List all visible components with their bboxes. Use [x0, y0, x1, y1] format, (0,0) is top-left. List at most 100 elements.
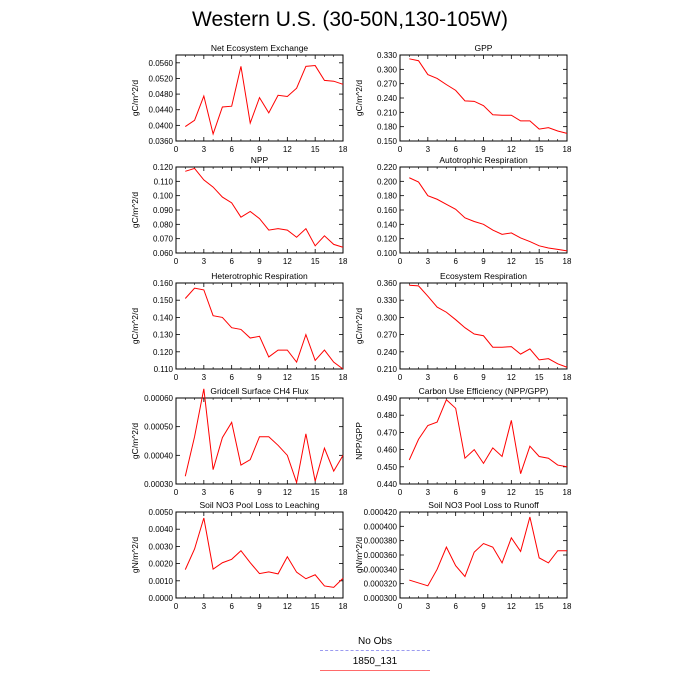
x-tick-label: 3: [426, 488, 431, 497]
y-tick-label: 0.000320: [364, 580, 398, 589]
y-tick-label: 0.150: [377, 137, 398, 146]
x-tick-label: 18: [563, 488, 572, 497]
y-tick-label: 0.00060: [144, 394, 173, 403]
panel-title: Carbon Use Efficiency (NPP/GPP): [419, 386, 549, 396]
y-tick-label: 0.0440: [149, 106, 174, 115]
y-tick-label: 0.120: [377, 235, 398, 244]
y-tick-label: 0.0050: [149, 508, 174, 517]
y-tick-label: 0.080: [153, 220, 174, 229]
x-tick-label: 12: [283, 488, 292, 497]
y-tick-label: 0.460: [377, 446, 398, 455]
x-tick-label: 12: [507, 257, 516, 266]
x-tick-label: 3: [426, 602, 431, 611]
series-line: [184, 388, 344, 485]
y-axis-label: gC/m^2/d: [130, 80, 140, 116]
y-tick-label: 0.000400: [364, 522, 398, 531]
y-axis-label: gC/m^2/d: [354, 80, 364, 116]
x-tick-label: 15: [535, 602, 544, 611]
x-tick-label: 0: [174, 145, 179, 154]
x-tick-label: 18: [339, 488, 348, 497]
panel-carbon-use-efficiency-npp-gpp: Carbon Use Efficiency (NPP/GPP) 0 3 6 9 12 15 1…: [354, 386, 572, 497]
x-tick-label: 6: [229, 602, 234, 611]
panel-title: NPP: [251, 155, 269, 165]
x-tick-label: 6: [229, 373, 234, 382]
x-tick-label: 6: [453, 602, 458, 611]
y-tick-label: 0.070: [153, 235, 174, 244]
x-tick-label: 0: [398, 373, 403, 382]
y-tick-label: 0.060: [153, 249, 174, 258]
x-tick-label: 0: [398, 602, 403, 611]
x-tick-label: 0: [174, 488, 179, 497]
panel-soil-no3-pool-loss-to-runoff: Soil NO3 Pool Loss to Runoff 0 3 6 9 12 15 18 0.…: [354, 500, 572, 611]
y-axis-label: NPP/GPP: [354, 422, 364, 460]
x-tick-label: 12: [507, 373, 516, 382]
series-line: [185, 167, 344, 248]
plot-frame: [399, 397, 568, 485]
panel-net-ecosystem-exchange: Net Ecosystem Exchange 0 3 6 9 12 15 18 0.0360 0.…: [130, 43, 348, 154]
y-axis-label: gN/m^2/d: [354, 537, 364, 573]
x-tick-label: 18: [563, 602, 572, 611]
x-tick-label: 9: [257, 145, 262, 154]
x-tick-label: 18: [339, 602, 348, 611]
x-tick-label: 3: [426, 145, 431, 154]
legend-line-no-obs: [320, 650, 430, 651]
y-tick-label: 0.300: [377, 65, 398, 74]
panel-title: Ecosystem Respiration: [440, 271, 527, 281]
y-tick-label: 0.330: [377, 51, 398, 60]
x-tick-label: 12: [283, 257, 292, 266]
y-tick-label: 0.150: [153, 296, 174, 305]
series-line: [409, 284, 568, 368]
series-line: [185, 65, 344, 136]
y-tick-label: 0.000300: [364, 594, 398, 603]
y-tick-label: 0.000340: [364, 565, 398, 574]
y-tick-label: 0.0040: [149, 525, 174, 534]
y-tick-label: 0.0520: [149, 74, 174, 83]
series-line: [409, 177, 568, 252]
x-tick-label: 18: [563, 257, 572, 266]
x-tick-label: 0: [398, 257, 403, 266]
y-tick-label: 0.110: [154, 365, 174, 374]
x-tick-label: 15: [535, 373, 544, 382]
x-tick-label: 15: [311, 488, 320, 497]
x-tick-label: 3: [202, 602, 207, 611]
y-axis-label: gC/m^2/d: [130, 192, 140, 228]
x-tick-label: 18: [339, 257, 348, 266]
x-tick-label: 15: [311, 145, 320, 154]
y-tick-label: 0.300: [377, 313, 398, 322]
x-tick-label: 9: [481, 145, 486, 154]
main-title: Western U.S. (30-50N,130-105W): [192, 8, 508, 31]
x-tick-label: 9: [257, 373, 262, 382]
panel-title: Net Ecosystem Exchange: [211, 43, 309, 53]
y-tick-label: 0.110: [154, 177, 174, 186]
x-tick-label: 6: [453, 488, 458, 497]
series-line: [184, 287, 344, 370]
y-tick-label: 0.480: [377, 411, 398, 420]
y-tick-label: 0.470: [377, 428, 398, 437]
x-tick-label: 3: [426, 373, 431, 382]
x-tick-label: 15: [311, 373, 320, 382]
x-tick-label: 6: [229, 488, 234, 497]
x-tick-label: 15: [311, 257, 320, 266]
x-tick-label: 3: [202, 257, 207, 266]
plot-frame: [399, 54, 568, 142]
x-tick-label: 9: [257, 488, 262, 497]
x-tick-label: 6: [453, 373, 458, 382]
y-tick-label: 0.240: [377, 94, 398, 103]
series-line: [184, 517, 344, 588]
x-tick-label: 15: [535, 257, 544, 266]
x-tick-label: 6: [229, 257, 234, 266]
panel-title: Heterotrophic Respiration: [211, 271, 308, 281]
y-tick-label: 0.360: [377, 279, 398, 288]
y-axis-label: gN/m^2/d: [130, 537, 140, 573]
plot-frame: [175, 511, 344, 599]
x-tick-label: 9: [481, 602, 486, 611]
y-axis-label: gC/m^2/d: [130, 308, 140, 344]
x-tick-label: 15: [311, 602, 320, 611]
x-tick-label: 12: [283, 145, 292, 154]
y-tick-label: 0.440: [377, 480, 398, 489]
panel-title: Autotrophic Respiration: [439, 155, 528, 165]
legend-label-1850-131: 1850_131: [352, 656, 398, 667]
y-tick-label: 0.00030: [144, 480, 173, 489]
y-axis-label: gC/m^2/d: [354, 308, 364, 344]
